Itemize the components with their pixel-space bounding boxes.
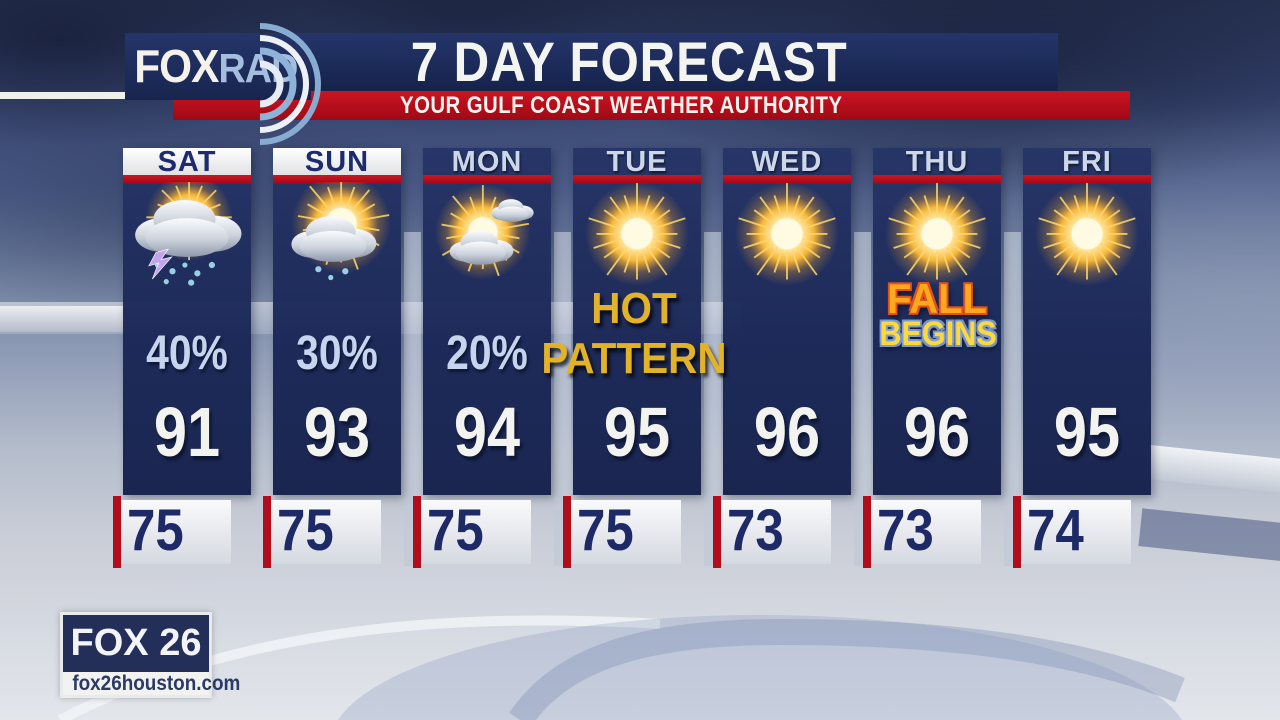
day-column-fri: FRI 95 [1023,148,1151,495]
studio-pillar [554,232,571,566]
low-temp-chip: 73 [863,496,981,568]
hot-pattern-annotation: HOT PATTERN [541,284,727,383]
low-temp: 74 [1027,498,1084,563]
high-temp: 96 [753,393,821,471]
low-temp-red-tick [863,496,871,568]
low-temp-chip: 75 [563,496,681,568]
low-temp-chip: 74 [1013,496,1131,568]
high-temp: 95 [1053,393,1121,471]
scattered-showers-icon [281,173,393,295]
high-temp: 91 [153,393,221,471]
day-label: MON [451,146,523,178]
high-temp: 96 [903,393,971,471]
sunny-icon [731,182,843,295]
day-label: SUN [273,148,401,177]
low-temp: 73 [877,498,934,563]
high-temp: 94 [453,393,521,471]
precip-chance: 30% [296,327,378,380]
sunny-icon [1031,182,1143,295]
fall-text: FALL [887,275,987,322]
day-label: THU [905,146,969,178]
day-label: WED [751,146,823,178]
low-temp-chip: 73 [713,496,831,568]
title-bar: 7 DAY FORECAST [310,33,1058,91]
low-temp-chip: 75 [113,496,231,568]
low-temp-red-tick [113,496,121,568]
logo-fox-text: FOX [134,40,219,92]
studio-beam-left [0,306,124,332]
studio-pillar [404,232,421,566]
low-temp: 75 [277,498,334,563]
low-temp-chip: 75 [263,496,381,568]
low-temp: 75 [577,498,634,563]
page-title: 7 DAY FORECAST [410,30,848,93]
high-temp: 95 [603,393,671,471]
begins-text: BEGINS [879,315,997,353]
thunderstorms-icon [131,173,243,295]
low-temp-chip: 75 [413,496,531,568]
studio-floor [0,566,1280,720]
fall-begins-annotation: FALL BEGINS [873,275,1001,353]
day-column-sat: SAT 40% 91 [123,148,251,495]
day-label: SAT [123,148,251,177]
low-temp-red-tick [563,496,571,568]
studio-pillar [704,232,721,566]
studio-beam-right [1144,444,1280,494]
partly-cloudy-icon [431,182,543,295]
station-website: fox26houston.com [63,672,240,695]
low-temp-red-tick [713,496,721,568]
low-temp: 75 [127,498,184,563]
day-label: FRI [1062,146,1112,178]
low-temp: 75 [427,498,484,563]
tagline-text: YOUR GULF COAST WEATHER AUTHORITY [400,92,843,119]
sunny-icon [581,182,693,295]
low-temp: 73 [727,498,784,563]
high-temp: 93 [303,393,371,471]
low-temp-red-tick [263,496,271,568]
station-logo: FOX 26 fox26houston.com [60,612,240,698]
low-temp-red-tick [1013,496,1021,568]
studio-pillar [854,232,871,566]
day-column-sun: SUN 30% 93 [273,148,401,495]
day-label: TUE [606,146,668,178]
radar-waves-icon [259,23,321,145]
station-name: FOX 26 [63,615,209,672]
precip-chance: 40% [146,327,228,380]
low-temp-red-tick [413,496,421,568]
studio-pillar [1004,232,1021,566]
